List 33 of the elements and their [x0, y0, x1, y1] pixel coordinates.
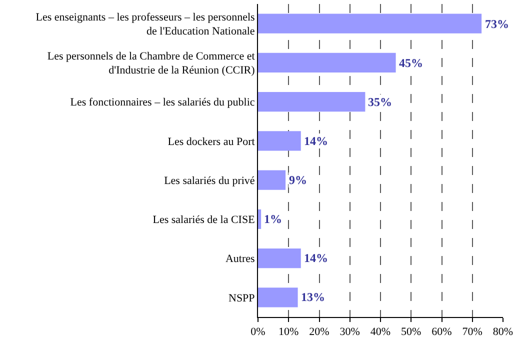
bar — [258, 209, 262, 229]
data-label: 13% — [301, 290, 325, 304]
bar — [258, 131, 301, 151]
bar — [258, 248, 301, 268]
y-tick-label: NSPP — [228, 292, 255, 304]
bar — [258, 288, 298, 308]
y-tick-label: Les salariés du privé — [164, 174, 255, 187]
y-tick-label: Les salariés de la CISE — [152, 214, 256, 226]
x-tick-label: 0% — [250, 326, 266, 338]
y-tick-label: Les personnels de la Chambre de Commerce et d'Industrie de la Réunion (CCIR) — [47, 50, 256, 77]
y-tick-label: Les enseignants – les professeurs – les personnels de l'Education Nationale — [36, 11, 255, 38]
data-label: 14% — [304, 251, 328, 265]
data-label: 45% — [399, 56, 423, 70]
x-tick-label: 40% — [370, 326, 391, 338]
y-tick-label: Les fonctionnaires – les salariés du public — [70, 96, 255, 109]
bar — [258, 92, 366, 112]
bar — [258, 14, 482, 34]
data-label: 35% — [368, 95, 392, 109]
data-label: 14% — [304, 134, 328, 148]
x-tick-label: 20% — [309, 326, 330, 338]
x-tick-label: 30% — [340, 326, 360, 338]
bar — [258, 170, 286, 190]
y-tick-label: Les dockers au Port — [168, 136, 255, 148]
x-tick-label: 10% — [278, 326, 299, 338]
y-tick-label: Autres — [225, 253, 255, 266]
data-label: 9% — [289, 173, 307, 187]
bar — [258, 52, 396, 72]
x-tick-label: 80% — [492, 326, 514, 338]
x-tick-label: 70% — [462, 326, 482, 338]
x-tick-label: 60% — [432, 326, 452, 338]
x-tick-label: 50% — [401, 326, 422, 338]
data-label: 73% — [485, 17, 509, 31]
data-label: 1% — [264, 212, 282, 226]
